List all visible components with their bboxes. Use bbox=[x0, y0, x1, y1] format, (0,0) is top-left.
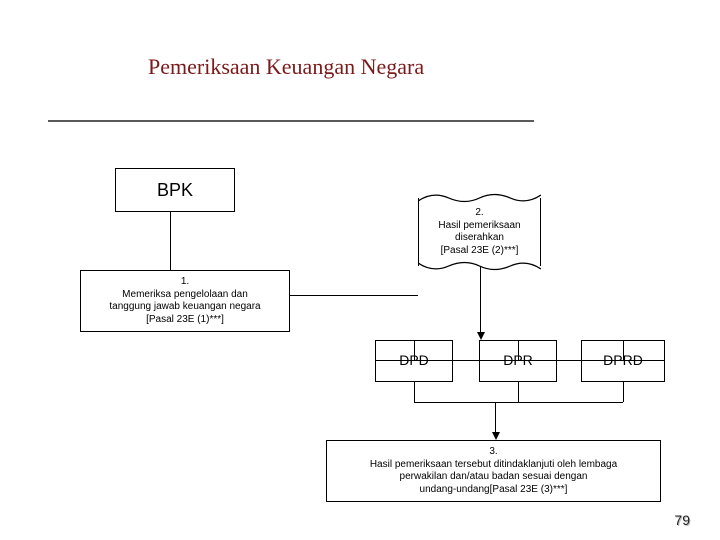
connector-v bbox=[518, 382, 519, 402]
text-line: undang-undang[Pasal 23E (3)***] bbox=[420, 484, 568, 497]
text-line: diserahkan bbox=[455, 232, 504, 245]
text-line: 2. bbox=[475, 207, 483, 220]
connector-v bbox=[414, 340, 415, 360]
connector-v bbox=[495, 402, 496, 432]
connector-h bbox=[290, 295, 418, 296]
text-line: perwakilan dan/atau badan sesuai dengan bbox=[400, 471, 588, 484]
connector-v bbox=[480, 266, 481, 332]
text-line: Hasil pemeriksaan tersebut ditindaklanju… bbox=[370, 459, 617, 472]
connector-v bbox=[518, 340, 519, 360]
connector-h bbox=[414, 402, 623, 403]
connector-v bbox=[170, 212, 171, 270]
connector-v bbox=[414, 382, 415, 402]
node-step2: 2.Hasil pemeriksaandiserahkan[Pasal 23E … bbox=[418, 198, 541, 266]
arrow-down-icon bbox=[492, 432, 500, 440]
arrow-down-icon bbox=[477, 332, 485, 340]
text-line: [Pasal 23E (2)***] bbox=[441, 245, 519, 258]
node-bpk-label: BPK bbox=[157, 179, 193, 202]
text-line: Hasil pemeriksaan bbox=[438, 220, 520, 233]
connector-h bbox=[375, 360, 665, 361]
node-step3: 3.Hasil pemeriksaan tersebut ditindaklan… bbox=[326, 440, 661, 502]
text-line: 3. bbox=[489, 446, 497, 459]
node-bpk: BPK bbox=[115, 168, 235, 212]
title-rule bbox=[48, 120, 534, 122]
page-title: Pemeriksaan Keuangan Negara bbox=[148, 54, 424, 80]
connector-v bbox=[623, 340, 624, 360]
text-line: [Pasal 23E (1)***] bbox=[146, 314, 224, 327]
page-number: 79 bbox=[674, 512, 690, 528]
text-line: Memeriksa pengelolaan dan bbox=[122, 289, 248, 302]
text-line: 1. bbox=[181, 276, 189, 289]
node-step1: 1.Memeriksa pengelolaan dantanggung jawa… bbox=[80, 270, 290, 332]
text-line: tanggung jawab keuangan negara bbox=[109, 301, 260, 314]
connector-v bbox=[623, 382, 624, 402]
